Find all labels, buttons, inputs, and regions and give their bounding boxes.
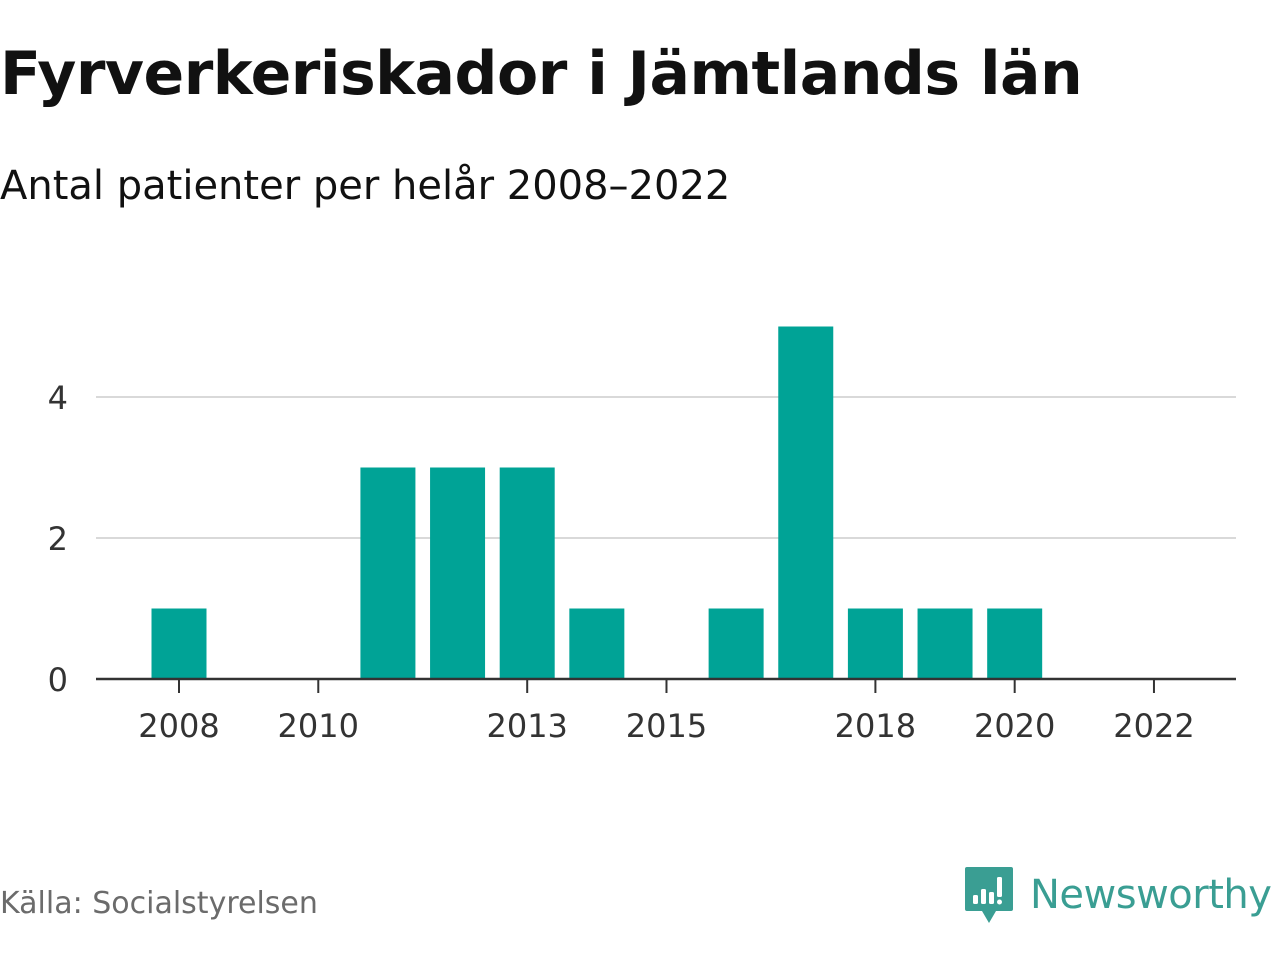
bar: 2013: 3 [499,467,555,679]
brand-name: Newsworthy [1030,872,1272,918]
x-tick-label: 2018 [835,707,916,745]
x-tick-label: 2010 [278,707,359,745]
x-tick-label: 2013 [486,707,567,745]
bar: 2017: 5 [778,326,834,679]
x-tick-label: 2022 [1113,707,1194,745]
x-tick-label: 2008 [138,707,219,745]
x-tick-label: 2020 [974,707,1055,745]
brand-logo[interactable]: Newsworthy [964,864,1272,926]
bar: 2008: 1 [151,608,207,679]
chart-title: Fyrverkeriskador i Jämtlands län [0,39,1083,109]
y-tick-label: 0 [48,661,68,699]
y-tick-label: 4 [48,379,68,417]
x-axis [96,677,1236,693]
y-tick-label: 2 [48,520,68,558]
bar: 2012: 3 [430,467,486,679]
bar: 2016: 1 [708,608,764,679]
bar-chart-speech-bubble-icon [965,867,1013,923]
chart-subtitle: Antal patienter per helår 2008–2022 [0,163,731,209]
bar: 2011: 3 [360,467,416,679]
source-note: Källa: Socialstyrelsen [0,886,318,921]
bar: 2020: 1 [987,608,1043,679]
bar: 2014: 1 [569,608,625,679]
y-tick-labels: 0 2 4 [48,379,68,699]
bar: 2019: 1 [917,608,973,679]
x-tick-labels: 2008 2010 2013 2015 2018 2020 2022 [138,707,1194,745]
bars: 2008: 1 2011: 32012: 32013: 32014: 1 2016:… [151,326,1043,679]
x-tick-label: 2015 [626,707,707,745]
grid-lines [96,396,1236,539]
bar: 2018: 1 [847,608,903,679]
